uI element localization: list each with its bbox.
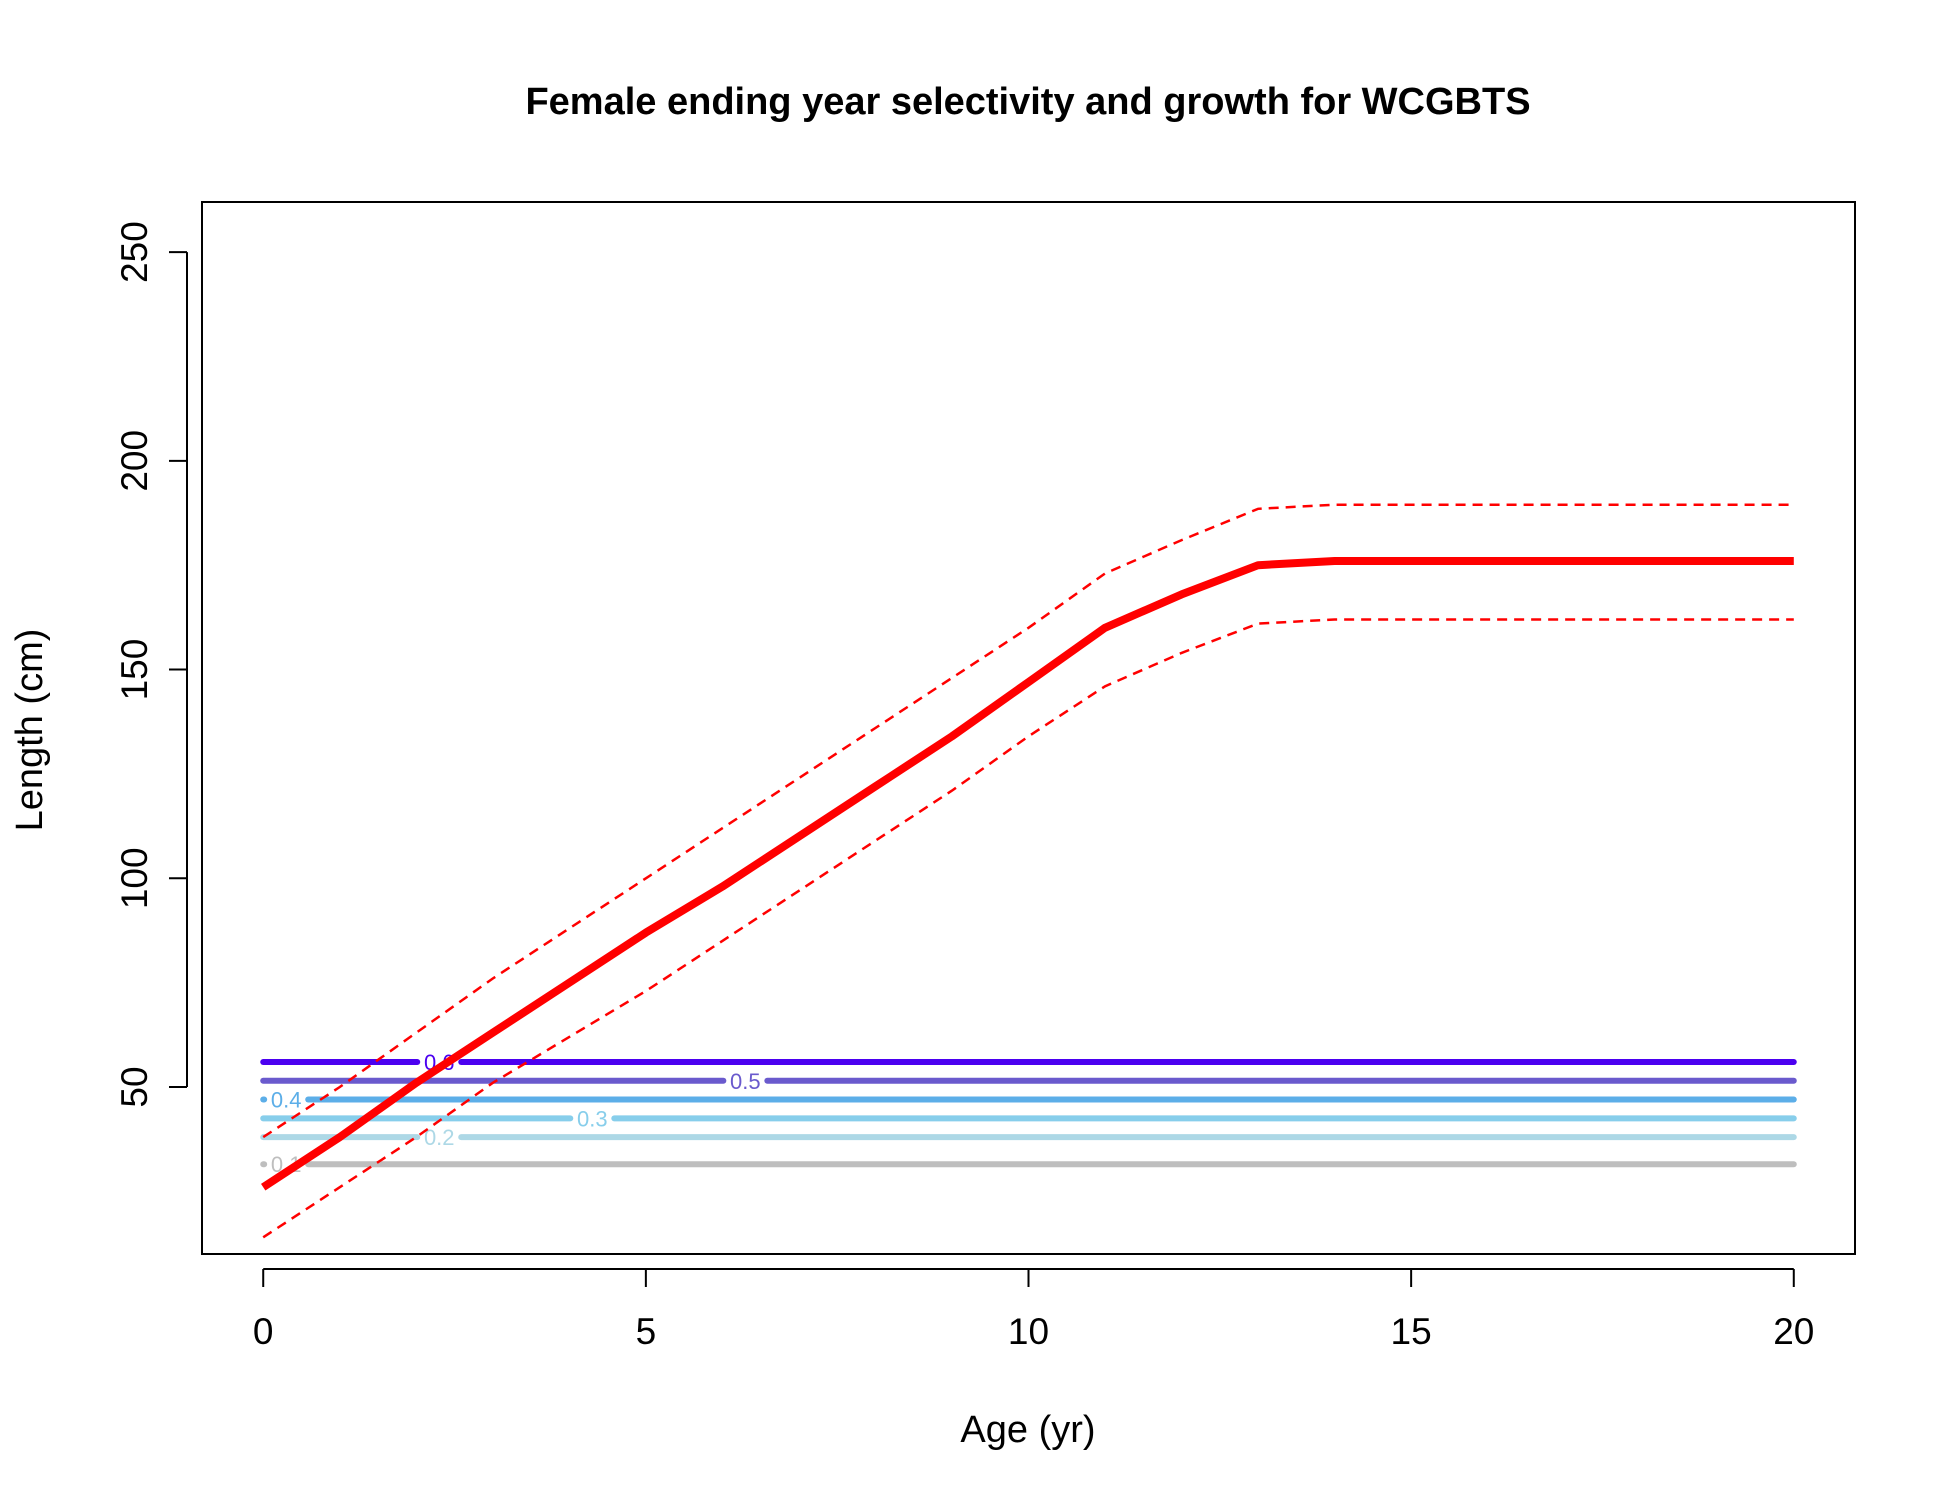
growth-mean-line [261, 557, 1794, 1191]
x-tick-label: 20 [1773, 1311, 1814, 1352]
x-tick-label: 15 [1391, 1311, 1432, 1352]
y-tick-label: 100 [114, 847, 155, 909]
selectivity-contours: 0.10.20.30.40.50.6 [260, 1050, 1797, 1177]
x-tick-label: 5 [636, 1311, 657, 1352]
y-axis-label: Length (cm) [9, 629, 51, 832]
chart-title: Female ending year selectivity and growt… [525, 81, 1530, 123]
x-axis: 0 5 10 15 20 [253, 1268, 1814, 1352]
growth-upper-interval [262, 503, 1794, 1139]
x-tick-label: 10 [1008, 1311, 1049, 1352]
y-tick-label: 200 [114, 430, 155, 492]
y-tick-label: 150 [114, 639, 155, 701]
contour-label: 0.3 [577, 1106, 608, 1131]
growth-lower-interval [262, 618, 1794, 1239]
contour-label: 0.5 [730, 1069, 761, 1094]
x-axis-label: Age (yr) [960, 1409, 1095, 1451]
x-tick-label: 0 [253, 1311, 274, 1352]
contour-label: 0.4 [271, 1088, 302, 1113]
y-tick-label: 50 [114, 1066, 155, 1107]
y-tick-label: 250 [114, 221, 155, 283]
contour-label: 0.2 [424, 1125, 455, 1150]
y-axis: 50 100 150 200 250 [114, 221, 188, 1108]
plot-frame [201, 201, 1856, 1255]
growth-curves [261, 503, 1794, 1239]
